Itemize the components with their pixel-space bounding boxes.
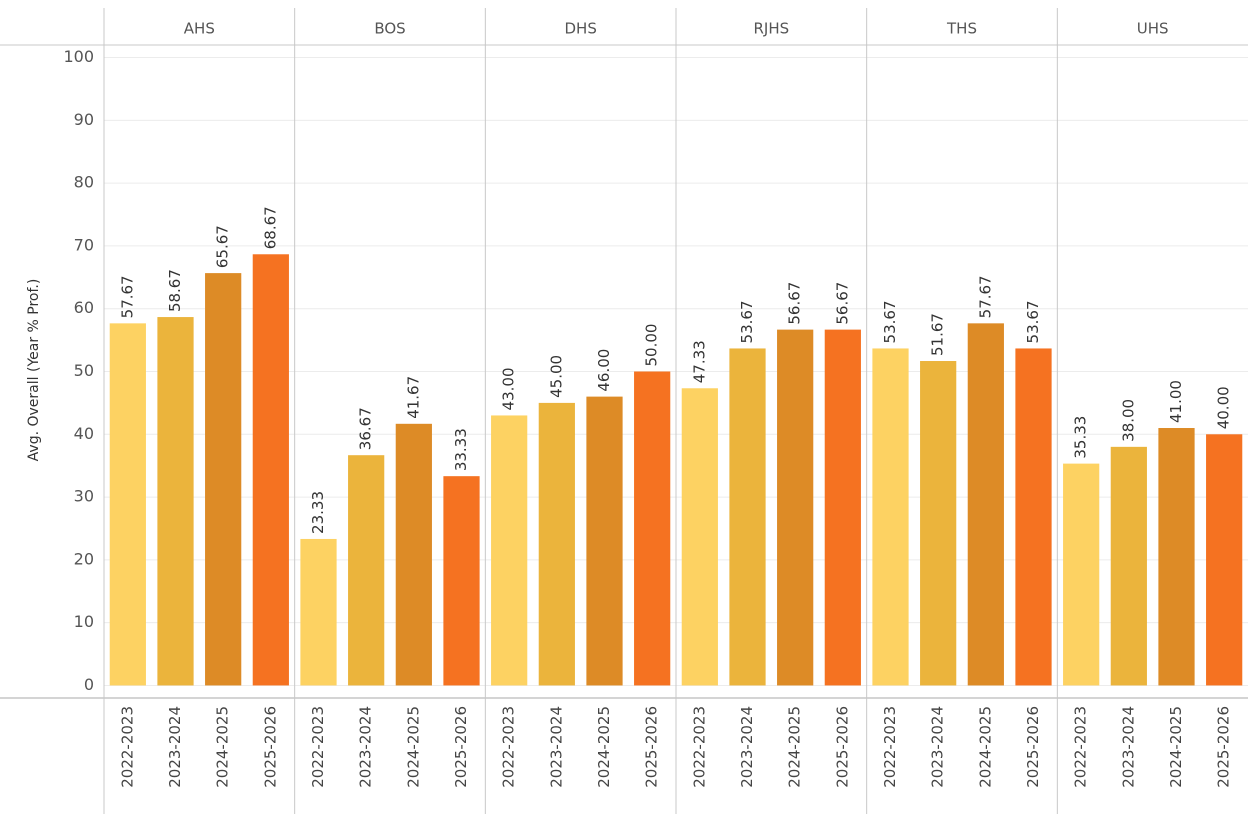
value-label: 38.00	[1119, 399, 1137, 442]
x-tick-label: 2022-2023	[1072, 706, 1090, 788]
value-label: 51.67	[929, 313, 947, 356]
value-label: 36.67	[357, 407, 375, 450]
y-tick-label: 10	[74, 612, 94, 631]
value-label: 53.67	[881, 301, 899, 344]
y-tick-label: 50	[74, 361, 94, 380]
bar	[491, 415, 528, 686]
bar	[967, 323, 1004, 686]
x-tick-label: 2024-2025	[595, 706, 613, 788]
bar	[443, 476, 480, 686]
y-axis-label: Avg. Overall (Year % Prof.)	[26, 279, 42, 462]
value-label: 47.33	[690, 340, 708, 383]
x-tick-label: 2022-2023	[881, 706, 899, 788]
group-label: UHS	[1137, 20, 1169, 38]
value-label: 56.67	[833, 282, 851, 325]
value-label: 58.67	[166, 269, 184, 312]
x-tick-label: 2025-2026	[452, 706, 470, 788]
group-label: AHS	[184, 20, 215, 38]
value-label: 56.67	[786, 282, 804, 325]
y-tick-label: 40	[74, 424, 94, 443]
value-label: 46.00	[595, 349, 613, 392]
bar	[1063, 463, 1100, 686]
x-tick-label: 2024-2025	[214, 706, 232, 788]
value-label: 68.67	[261, 206, 279, 249]
bar	[1015, 348, 1052, 686]
x-tick-label: 2022-2023	[118, 706, 136, 788]
group-label: RJHS	[754, 20, 790, 38]
x-tick-label: 2022-2023	[690, 706, 708, 788]
value-label: 40.00	[1215, 386, 1233, 429]
value-label: 23.33	[309, 491, 327, 534]
value-label: 41.67	[404, 376, 422, 419]
y-tick-label: 70	[74, 235, 94, 254]
bar	[634, 371, 671, 686]
x-tick-label: 2024-2025	[786, 706, 804, 788]
value-label: 41.00	[1167, 380, 1185, 423]
value-label: 50.00	[643, 324, 661, 367]
x-tick-label: 2025-2026	[261, 706, 279, 788]
x-tick-label: 2023-2024	[547, 706, 565, 788]
value-label: 43.00	[500, 367, 518, 410]
group-label: DHS	[564, 20, 596, 38]
bar	[348, 455, 385, 686]
x-tick-label: 2022-2023	[500, 706, 518, 788]
y-tick-label: 80	[74, 173, 94, 192]
bar	[205, 273, 242, 686]
y-tick-label: 30	[74, 487, 94, 506]
bar	[1158, 428, 1195, 686]
bar	[395, 423, 432, 686]
group-label: THS	[946, 20, 977, 38]
y-tick-label: 0	[84, 675, 94, 694]
x-tick-label: 2025-2026	[833, 706, 851, 788]
bar	[681, 388, 718, 686]
value-label: 57.67	[976, 275, 994, 318]
bar	[824, 329, 861, 686]
x-tick-label: 2023-2024	[166, 706, 184, 788]
bar	[109, 323, 146, 686]
x-tick-label: 2023-2024	[929, 706, 947, 788]
bar	[729, 348, 766, 686]
y-tick-label: 100	[63, 47, 94, 66]
x-tick-label: 2024-2025	[976, 706, 994, 788]
x-tick-label: 2025-2026	[643, 706, 661, 788]
y-tick-label: 90	[74, 110, 94, 129]
value-label: 65.67	[214, 225, 232, 268]
bar	[872, 348, 909, 686]
y-tick-label: 60	[74, 298, 94, 317]
x-tick-label: 2025-2026	[1024, 706, 1042, 788]
group-label: BOS	[374, 20, 405, 38]
value-label: 53.67	[1024, 301, 1042, 344]
bar	[920, 361, 957, 686]
bar	[586, 396, 623, 686]
x-tick-label: 2024-2025	[404, 706, 422, 788]
x-tick-label: 2022-2023	[309, 706, 327, 788]
value-label: 57.67	[118, 275, 136, 318]
value-label: 33.33	[452, 428, 470, 471]
bar	[252, 254, 289, 686]
bar	[1206, 434, 1243, 686]
bar	[300, 538, 337, 686]
value-label: 53.67	[738, 301, 756, 344]
bar	[157, 317, 194, 686]
bar	[777, 329, 814, 686]
value-label: 45.00	[547, 355, 565, 398]
x-tick-label: 2023-2024	[357, 706, 375, 788]
bar	[538, 402, 575, 686]
x-tick-label: 2023-2024	[1119, 706, 1137, 788]
y-tick-label: 20	[74, 549, 94, 568]
x-tick-label: 2025-2026	[1215, 706, 1233, 788]
value-label: 35.33	[1072, 416, 1090, 459]
bar	[1110, 446, 1147, 686]
x-tick-label: 2024-2025	[1167, 706, 1185, 788]
x-tick-label: 2023-2024	[738, 706, 756, 788]
